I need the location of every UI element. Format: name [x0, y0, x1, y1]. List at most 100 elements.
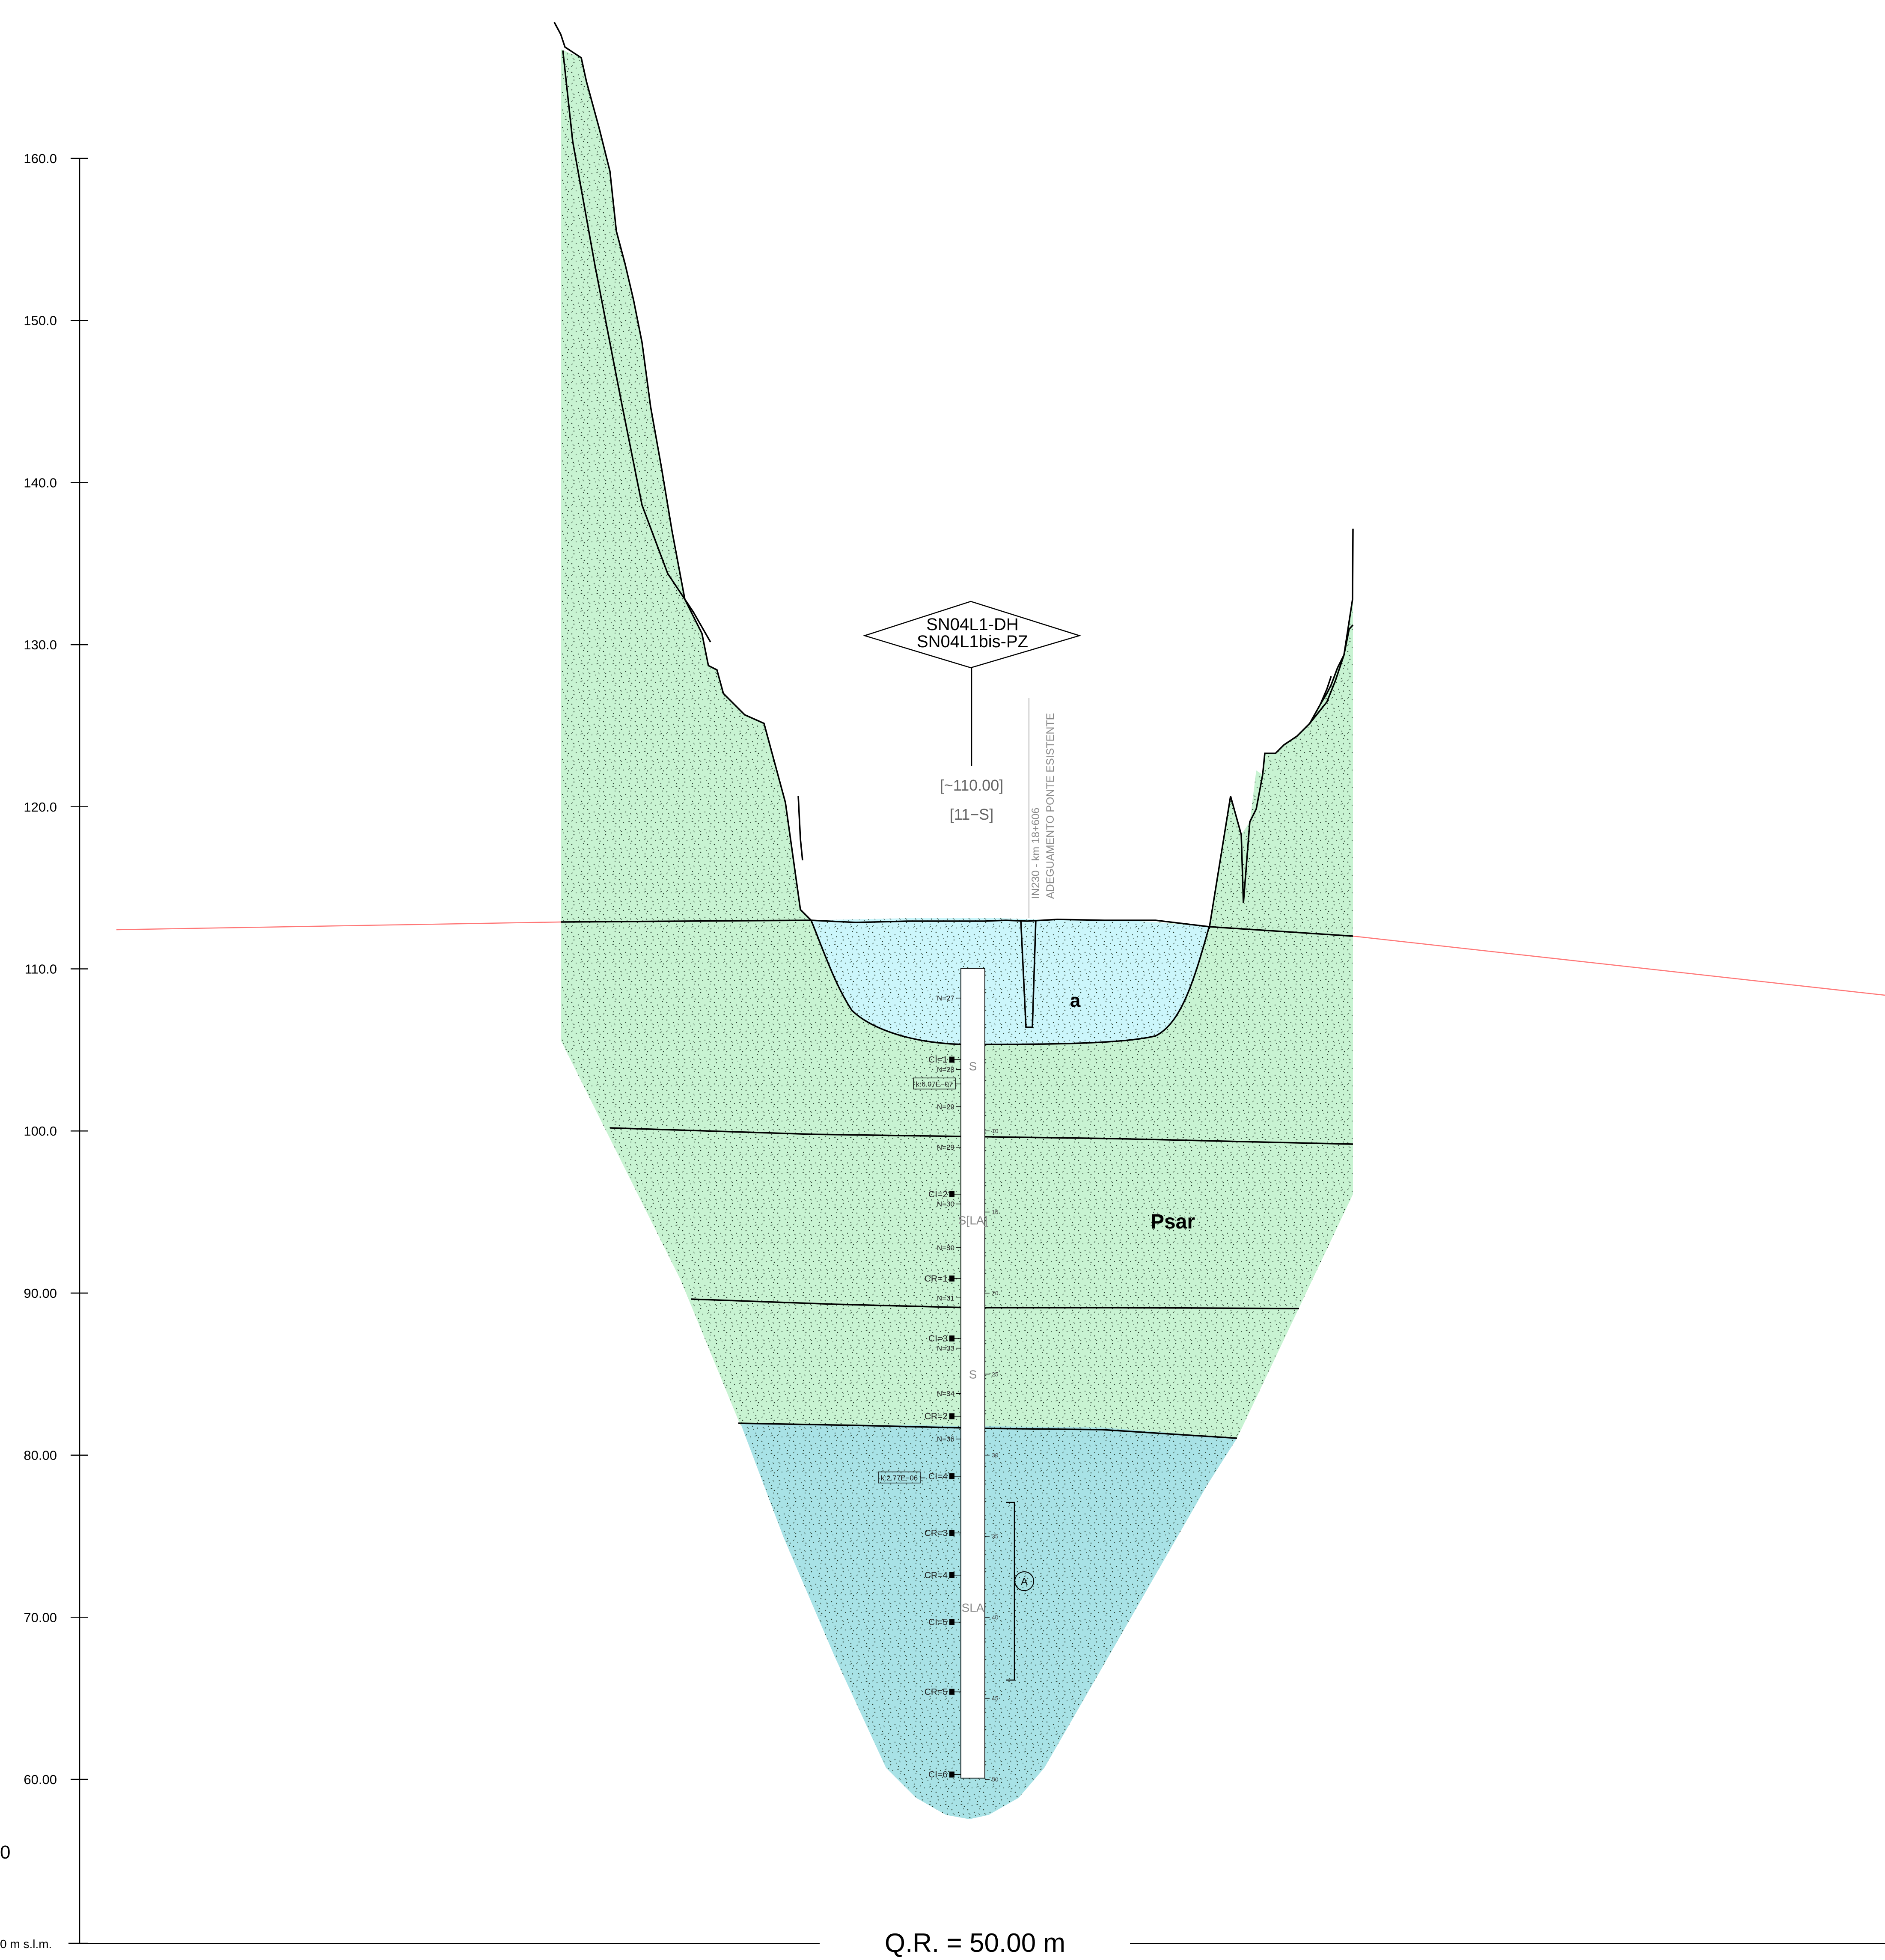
sample-marker — [949, 1771, 954, 1778]
sample-markers: CI=1 CI=2 CR=1 CI=3 CR=2 CI=4 CR=3 CR=4 CI=5 CR=5… — [925, 1055, 961, 1780]
bracket-marker-circle — [1014, 1571, 1034, 1591]
lithology-code: SLA — [962, 1601, 984, 1615]
depth-label: 10 — [992, 1127, 999, 1134]
elevation-tick-label: 100.0 — [24, 1124, 57, 1139]
lithology-code: S[LA] — [958, 1213, 987, 1227]
elevation-tick-label: 90.00 — [24, 1286, 57, 1301]
spt-label: N=29 — [937, 1143, 954, 1151]
borehole-name-dh: SN04L1-DH — [926, 615, 1019, 634]
sample-marker — [949, 1335, 954, 1341]
interface-112-right — [1209, 926, 1353, 937]
boundaries — [553, 22, 1354, 1439]
sample-marker — [949, 1275, 954, 1282]
spt-label: N=29 — [937, 1103, 954, 1111]
water-table-left — [116, 921, 561, 931]
lithology-codes: S S[LA] S SLA — [958, 1060, 987, 1615]
bridge-note-line1: IN230 - km 18+606 — [1030, 808, 1042, 899]
riverbed-surface — [811, 919, 1210, 928]
sample-label: CR=4 — [925, 1570, 948, 1580]
depth-marks: 10 15 20 25 30 35 40 45 50 — [985, 1127, 999, 1783]
depth-label: 20 — [992, 1290, 999, 1297]
spt-label: N=30 — [937, 1200, 954, 1208]
sample-label: CI=3 — [928, 1334, 948, 1344]
depth-label: 25 — [992, 1371, 999, 1377]
slope-notch-left — [797, 796, 803, 861]
spt-label: N=36 — [937, 1435, 954, 1443]
lithology-code: S — [969, 1060, 977, 1073]
contour-left — [562, 50, 711, 642]
sample-label: CI=6 — [928, 1770, 948, 1780]
spt-label: N=30 — [937, 1244, 954, 1252]
boundary-a-psar — [810, 920, 1210, 1045]
spt-label: N=28 — [937, 1065, 954, 1074]
sample-marker — [949, 1473, 954, 1479]
layer-label-a: a — [1070, 990, 1081, 1011]
borehole-code: [11−S] — [950, 806, 993, 823]
layers — [561, 49, 1353, 1819]
psar-hatch — [561, 49, 1353, 1438]
depth-label: 40 — [992, 1614, 999, 1621]
bridge-pile — [1020, 920, 1037, 1028]
spt-label: N=31 — [937, 1294, 954, 1302]
sample-label: CI=2 — [928, 1190, 948, 1199]
elevation-axis: 160.0 150.0 140.0 130.0 120.0 110.0 100.0 90.00… — [0, 151, 88, 1951]
borehole-diamond — [862, 601, 1082, 669]
permeability-box — [913, 1077, 956, 1090]
water-table — [116, 921, 1885, 996]
sample-marker — [949, 1056, 954, 1063]
permeability-tests: k:6.07E−07 k:2.77E−06 — [878, 1077, 960, 1484]
borehole-elevation: [~110.00] — [940, 776, 1003, 794]
sample-marker — [949, 1572, 954, 1578]
test-interval-bracket — [1006, 1502, 1015, 1681]
elevation-tick-label: 120.0 — [24, 800, 57, 815]
ground-profile-left — [553, 22, 812, 921]
sample-label: CR=1 — [925, 1274, 948, 1284]
contour-right — [1309, 624, 1354, 724]
spt-label: N=33 — [937, 1344, 954, 1353]
left-margin-fragment: 0 — [0, 1842, 10, 1863]
permeability-label: k:6.07E−07 — [916, 1080, 953, 1088]
sample-label: CR=3 — [925, 1528, 948, 1538]
depth-label: 15 — [992, 1209, 999, 1216]
a-hatch — [811, 918, 1209, 1044]
elevation-tick-label: 70.00 — [24, 1610, 57, 1625]
permeability-box — [878, 1471, 921, 1484]
elevation-tick-label: 80.00 — [24, 1448, 57, 1463]
bracket-marker-label: A — [1021, 1576, 1028, 1588]
elevation-tick-label: 150.0 — [24, 313, 57, 328]
water-table-right — [1353, 935, 1885, 996]
bridge-note: IN230 - km 18+606 ADEGUAMENTO PONTE ESIS… — [1029, 698, 1056, 918]
sample-marker — [949, 1619, 954, 1625]
borehole-label: SN04L1-DH SN04L1bis-PZ [~110.00] [11−S] — [862, 601, 1082, 823]
interface-112 — [560, 919, 812, 923]
sample-label: CR=5 — [925, 1687, 948, 1697]
elevation-tick-label: 60.00 — [24, 1772, 57, 1787]
depth-label: 45 — [992, 1695, 999, 1702]
bridge-note-line2: ADEGUAMENTO PONTE ESISTENTE — [1044, 713, 1056, 899]
spt-label: N=27 — [937, 994, 954, 1002]
elevation-tick-label: 130.0 — [24, 637, 57, 652]
spt-label: N=34 — [937, 1390, 954, 1398]
lithology-code: S — [969, 1368, 977, 1381]
layer-label-psar: Psar — [1151, 1211, 1195, 1233]
sla-hatch — [740, 1423, 1237, 1819]
sample-marker — [949, 1689, 954, 1695]
permeability-label: k:2.77E−06 — [881, 1474, 918, 1482]
depth-label: 50 — [992, 1776, 999, 1783]
depth-label: 30 — [992, 1452, 999, 1459]
elevation-tick-label: 110.0 — [25, 962, 57, 977]
sample-label: CI=1 — [928, 1055, 948, 1065]
depth-label: 35 — [992, 1533, 999, 1540]
baseline-label: 0 m s.l.m. — [0, 1937, 52, 1951]
spt-values: N=27 N=28 N=29 N=29 N=30 N=30 N=31 N=33 N=34 N=36 — [937, 994, 961, 1443]
sample-marker — [949, 1530, 954, 1536]
ground-profile-right — [1208, 528, 1354, 929]
sample-label: CI=5 — [928, 1618, 948, 1627]
elevation-ticks: 160.0 150.0 140.0 130.0 120.0 110.0 100.0 90.00… — [24, 151, 88, 1787]
elevation-tick-label: 140.0 — [24, 475, 57, 490]
sample-marker — [949, 1191, 954, 1197]
sample-label: CR=2 — [925, 1412, 948, 1422]
elevation-tick-label: 160.0 — [24, 151, 57, 166]
reference-datum: Q.R. = 50.00 m — [80, 1928, 1885, 1958]
